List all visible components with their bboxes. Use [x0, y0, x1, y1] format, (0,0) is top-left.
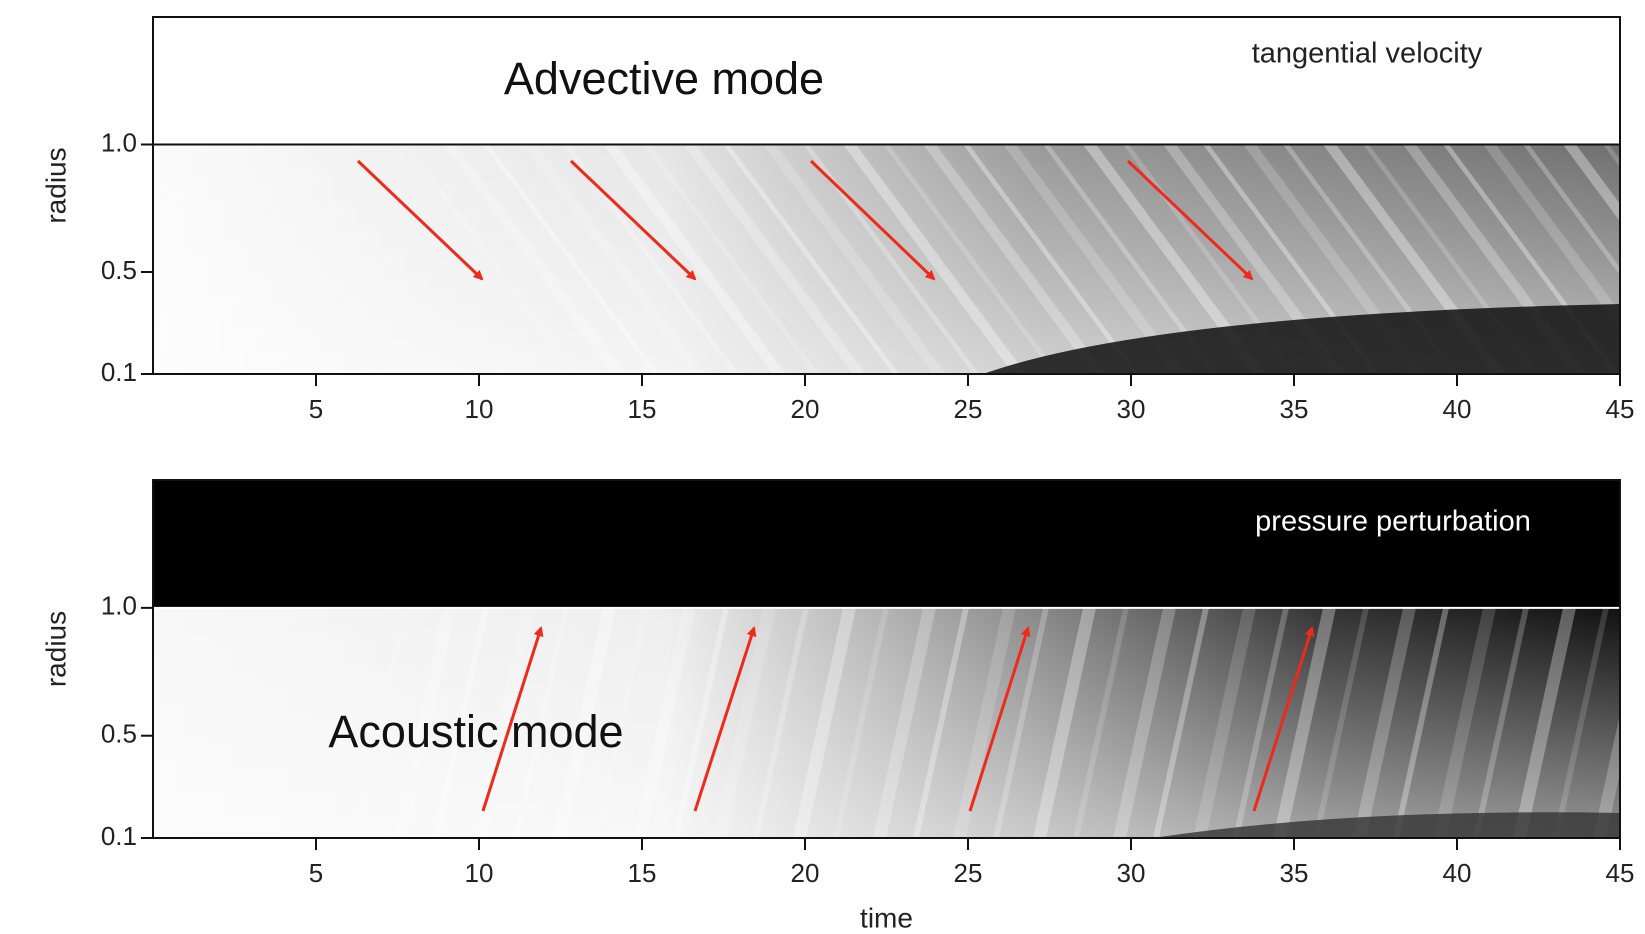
heatmap-upper: [153, 17, 1620, 145]
y-axis-label: radius: [40, 147, 71, 223]
x-tick-label: 45: [1606, 858, 1635, 888]
dark-band: [983, 304, 1620, 374]
x-tick-label: 25: [954, 858, 983, 888]
panel: 5 10 15 20 25 30 35 40 45 0.1 0.5 1.0 radius time pres…: [40, 479, 1645, 933]
arrows: [356, 159, 1315, 812]
dark-band: [1153, 812, 1620, 838]
y-tick-label: 0.5: [101, 719, 137, 749]
y-tick-label: 0.1: [101, 357, 137, 387]
x-tick-label: 15: [628, 858, 657, 888]
fade: [153, 607, 1620, 838]
x-tick-label: 10: [465, 394, 494, 424]
annotation: Acoustic mode: [328, 706, 623, 757]
y-tick-label: 0.1: [101, 821, 137, 851]
x-tick-label: 30: [1117, 858, 1146, 888]
streaks: [153, 607, 1645, 838]
y-tick-label: 1.0: [101, 591, 137, 621]
y-tick-label: 0.5: [101, 255, 137, 285]
annotation: Advective mode: [504, 53, 824, 104]
x-tick-label: 40: [1443, 858, 1472, 888]
x-tick-label: 35: [1280, 394, 1309, 424]
streaks: [153, 144, 1620, 374]
x-tick-label: 15: [628, 394, 657, 424]
x-tick-label: 40: [1443, 394, 1472, 424]
x-tick-label: 5: [309, 858, 323, 888]
x-tick-label: 45: [1606, 394, 1635, 424]
heatmap-upper: [153, 480, 1620, 608]
x-tick-label: 30: [1117, 394, 1146, 424]
x-tick-label: 10: [465, 858, 494, 888]
y-axis-label: radius: [40, 611, 71, 687]
x-tick-label: 5: [309, 394, 323, 424]
x-tick-label: 25: [954, 394, 983, 424]
panel: 5 10 15 20 25 30 35 40 45 0.1 0.5 1.0 radius tangenti…: [40, 16, 1635, 424]
streak: [1633, 608, 1645, 838]
x-tick-label: 20: [791, 858, 820, 888]
x-tick-label: 20: [791, 394, 820, 424]
x-axis-label: time: [860, 902, 913, 933]
panel-label: tangential velocity: [1252, 38, 1483, 70]
x-tick-label: 35: [1280, 858, 1309, 888]
panel-label: pressure perturbation: [1255, 506, 1531, 538]
y-tick-label: 1.0: [101, 127, 137, 157]
